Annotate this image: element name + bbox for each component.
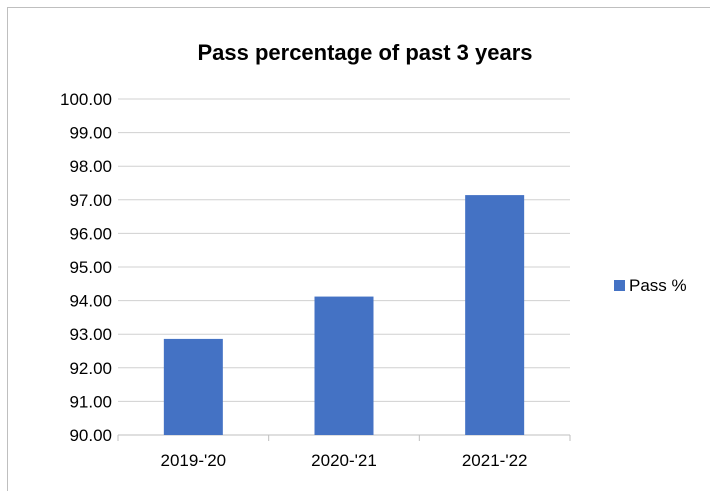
y-tick-label: 94.00 (69, 292, 112, 311)
y-axis: 90.00 91.00 92.00 93.00 94.00 95.00 96.00 97.00… (60, 90, 112, 445)
x-axis: 2019-'20 2020-'21 2021-'22 (117, 435, 571, 470)
x-tick-label: 2019-'20 (161, 451, 227, 470)
y-tick-label: 96.00 (69, 224, 112, 243)
y-tick-label: 97.00 (69, 191, 112, 210)
legend-label: Pass % (629, 276, 687, 295)
y-tick-label: 98.00 (69, 157, 112, 176)
y-tick-label: 91.00 (69, 392, 112, 411)
legend-swatch (614, 280, 625, 291)
bar (314, 296, 374, 435)
y-tick-label: 100.00 (60, 90, 112, 109)
y-tick-label: 95.00 (69, 258, 112, 277)
legend: Pass % (614, 276, 687, 295)
y-tick-label: 93.00 (69, 325, 112, 344)
y-tick-label: 90.00 (69, 426, 112, 445)
y-tick-label: 92.00 (69, 359, 112, 378)
y-tick-label: 99.00 (69, 124, 112, 143)
x-tick-label: 2020-'21 (311, 451, 377, 470)
x-tick-label: 2021-'22 (462, 451, 528, 470)
bar (163, 338, 223, 435)
bar (465, 195, 525, 435)
bars (163, 195, 525, 435)
chart-title: Pass percentage of past 3 years (197, 40, 532, 65)
